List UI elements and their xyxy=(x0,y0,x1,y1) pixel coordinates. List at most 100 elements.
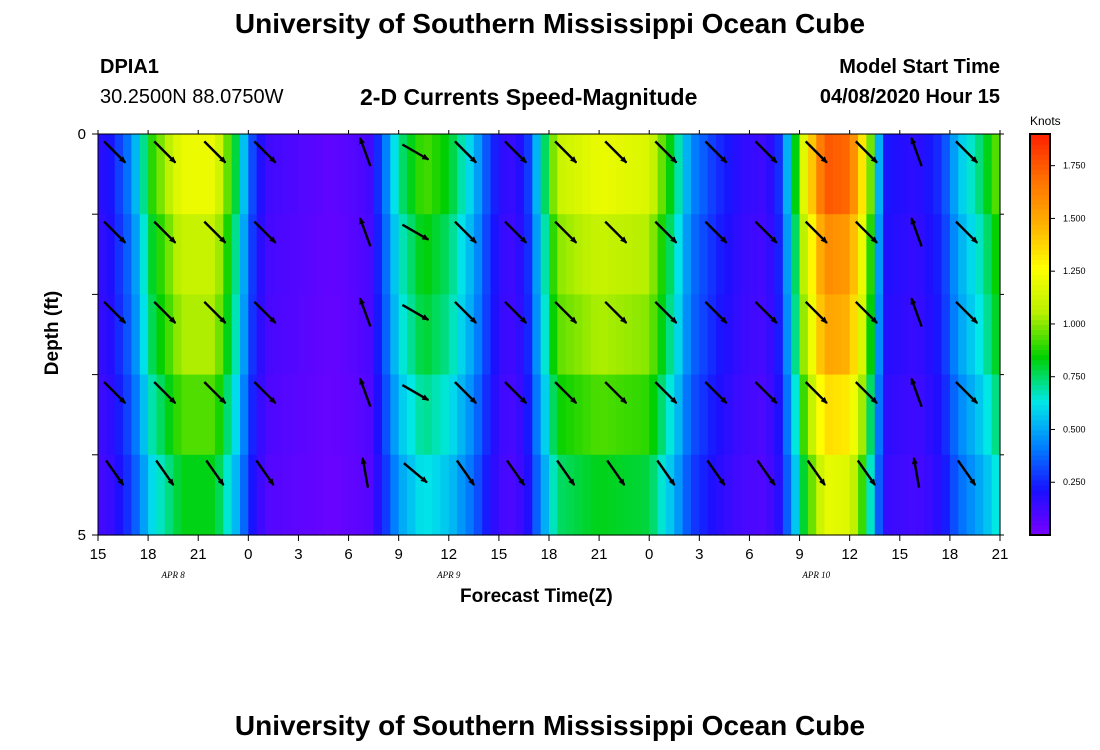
heatmap-cell xyxy=(532,214,542,295)
heatmap-cell xyxy=(824,454,834,536)
heatmap-cell xyxy=(306,214,316,295)
heatmap-cell xyxy=(390,134,400,215)
colorbar-segment xyxy=(1030,394,1050,401)
heatmap-cell xyxy=(983,134,993,215)
heatmap-cell xyxy=(724,294,734,376)
heatmap-cell xyxy=(440,454,450,536)
heatmap-cell xyxy=(407,374,416,456)
heatmap-cell xyxy=(640,294,650,376)
heatmap-cell xyxy=(465,134,475,215)
heatmap-cell xyxy=(657,134,667,215)
heatmap-cell xyxy=(732,134,742,215)
heatmap-cell xyxy=(974,454,984,536)
heatmap-cell xyxy=(98,134,107,215)
heatmap-cell xyxy=(991,454,1001,536)
heatmap-cell xyxy=(866,134,876,215)
colorbar-segment xyxy=(1030,309,1050,316)
heatmap-cell xyxy=(757,374,767,456)
heatmap-cell xyxy=(256,134,266,215)
heatmap-cell xyxy=(290,134,300,215)
heatmap-cell xyxy=(941,294,951,376)
heatmap-cell xyxy=(148,214,158,295)
heatmap-cell xyxy=(832,374,842,456)
current-arrow xyxy=(454,381,477,405)
heatmap-cell xyxy=(273,294,283,376)
heatmap-cell xyxy=(690,454,700,536)
heatmap-cell xyxy=(766,294,776,376)
heatmap-cell xyxy=(540,294,550,376)
heatmap-cell xyxy=(206,134,216,215)
heatmap-cell xyxy=(490,214,500,295)
x-tick-label: 12 xyxy=(440,546,457,563)
heatmap-cell xyxy=(465,374,475,456)
current-arrow xyxy=(754,381,778,405)
heatmap-cell xyxy=(298,134,308,215)
heatmap-cell xyxy=(624,134,634,215)
x-tick-label: 18 xyxy=(942,546,959,563)
heatmap-cell xyxy=(841,134,851,215)
heatmap-cell xyxy=(899,134,909,215)
heatmap-cell xyxy=(231,454,241,536)
heatmap-cell xyxy=(707,294,717,376)
colorbar-segment xyxy=(1030,239,1050,245)
heatmap-cell xyxy=(131,214,141,295)
heatmap-cell xyxy=(724,134,734,215)
heatmap-cell xyxy=(841,374,851,456)
current-arrow xyxy=(105,459,125,486)
colorbar-segment xyxy=(1030,244,1050,250)
heatmap-cell xyxy=(164,294,174,376)
colorbar-segment xyxy=(1030,514,1050,521)
heatmap-cell xyxy=(173,134,183,215)
station-coordinates: 30.2500N 88.0750W xyxy=(100,86,284,108)
heatmap-cell xyxy=(824,294,834,376)
heatmap-cell xyxy=(757,294,767,376)
current-arrow xyxy=(205,459,225,486)
heatmap-cell xyxy=(732,294,742,376)
heatmap-cell xyxy=(298,214,308,295)
heatmap-cell xyxy=(657,454,667,536)
heatmap-cell xyxy=(866,374,876,456)
colorbar-segment xyxy=(1030,389,1050,396)
heatmap-cell xyxy=(156,374,166,456)
current-arrow xyxy=(203,220,227,244)
heatmap-cell xyxy=(114,374,124,456)
heatmap-cell xyxy=(699,294,709,376)
heatmap-cell xyxy=(181,294,191,376)
heatmap-cell xyxy=(674,134,684,215)
heatmap-cell xyxy=(640,374,650,456)
heatmap-cell xyxy=(482,134,492,215)
heatmap-cell xyxy=(131,454,141,536)
heatmap-cell xyxy=(624,454,634,536)
heatmap-cell xyxy=(381,454,391,536)
heatmap-cell xyxy=(432,294,442,376)
colorbar-segment xyxy=(1030,279,1050,285)
colorbar-segment xyxy=(1030,364,1050,371)
heatmap-cell xyxy=(181,454,191,536)
heatmap-cell xyxy=(966,454,976,536)
current-arrow xyxy=(454,300,477,324)
heatmap-cell xyxy=(490,294,500,376)
heatmap-cell xyxy=(290,294,300,376)
colorbar-segment xyxy=(1030,184,1050,190)
colorbar-unit-label: Knots xyxy=(1030,114,1061,128)
heatmap-cell xyxy=(549,454,558,536)
current-arrow xyxy=(554,381,578,405)
heatmap-cell xyxy=(223,374,233,456)
colorbar-segment xyxy=(1030,384,1050,391)
current-arrow xyxy=(203,140,227,164)
heatmap-cell xyxy=(899,454,909,536)
current-arrow xyxy=(103,381,127,405)
heatmap-cell xyxy=(448,454,458,536)
heatmap-cell xyxy=(974,214,984,295)
x-tick-label: 21 xyxy=(992,546,1009,563)
heatmap-cell xyxy=(565,294,575,376)
current-arrow xyxy=(804,220,828,244)
colorbar-segment xyxy=(1030,494,1050,501)
heatmap-cell xyxy=(390,214,400,295)
heatmap-cell xyxy=(465,454,475,536)
colorbar-segment xyxy=(1030,504,1050,511)
heatmap-cell xyxy=(540,374,550,456)
heatmap-cell xyxy=(807,294,817,376)
heatmap-cell xyxy=(766,454,776,536)
heatmap-cell xyxy=(189,214,199,295)
